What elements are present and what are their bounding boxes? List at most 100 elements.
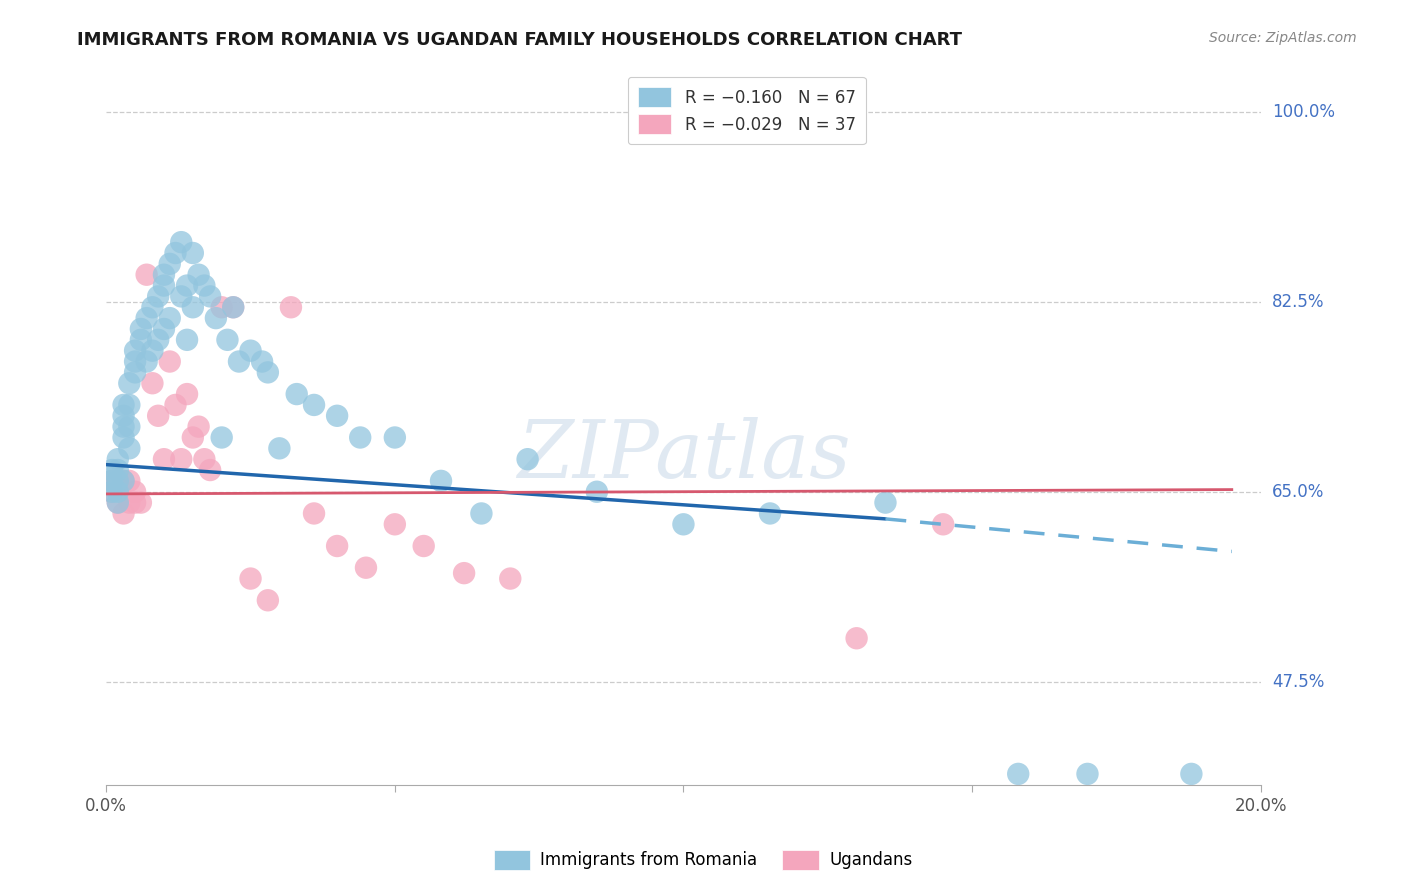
- Point: [470, 507, 492, 521]
- Point: [198, 289, 221, 303]
- Point: [148, 289, 170, 303]
- Point: [932, 517, 955, 532]
- Text: IMMIGRANTS FROM ROMANIA VS UGANDAN FAMILY HOUSEHOLDS CORRELATION CHART: IMMIGRANTS FROM ROMANIA VS UGANDAN FAMIL…: [77, 31, 962, 49]
- Point: [135, 354, 157, 368]
- Point: [118, 442, 141, 456]
- Point: [181, 300, 204, 314]
- Point: [170, 289, 193, 303]
- Point: [135, 311, 157, 326]
- Text: 65.0%: 65.0%: [1272, 483, 1324, 500]
- Point: [176, 333, 198, 347]
- Point: [124, 365, 146, 379]
- Point: [124, 343, 146, 358]
- Point: [148, 409, 170, 423]
- Point: [107, 495, 129, 509]
- Point: [112, 409, 135, 423]
- Point: [1076, 767, 1098, 781]
- Point: [124, 484, 146, 499]
- Point: [107, 474, 129, 488]
- Point: [430, 474, 453, 488]
- Point: [141, 343, 163, 358]
- Point: [280, 300, 302, 314]
- Point: [170, 235, 193, 249]
- Point: [176, 387, 198, 401]
- Text: 47.5%: 47.5%: [1272, 673, 1324, 690]
- Point: [845, 632, 868, 646]
- Point: [153, 278, 176, 293]
- Text: ZIPatlas: ZIPatlas: [516, 417, 851, 494]
- Point: [285, 387, 308, 401]
- Point: [135, 268, 157, 282]
- Point: [302, 398, 325, 412]
- Point: [112, 419, 135, 434]
- Point: [586, 484, 609, 499]
- Point: [384, 517, 406, 532]
- Point: [153, 452, 176, 467]
- Legend: Immigrants from Romania, Ugandans: Immigrants from Romania, Ugandans: [486, 843, 920, 877]
- Point: [193, 278, 215, 293]
- Point: [112, 398, 135, 412]
- Point: [112, 430, 135, 444]
- Point: [159, 311, 181, 326]
- Point: [326, 539, 349, 553]
- Point: [187, 268, 209, 282]
- Point: [112, 474, 135, 488]
- Point: [217, 333, 239, 347]
- Point: [118, 419, 141, 434]
- Point: [101, 484, 124, 499]
- Point: [112, 474, 135, 488]
- Legend: R = −0.160   N = 67, R = −0.029   N = 37: R = −0.160 N = 67, R = −0.029 N = 37: [628, 77, 866, 145]
- Point: [250, 354, 273, 368]
- Point: [176, 278, 198, 293]
- Point: [148, 333, 170, 347]
- Point: [181, 430, 204, 444]
- Point: [107, 463, 129, 477]
- Point: [1180, 767, 1202, 781]
- Point: [453, 566, 475, 581]
- Point: [354, 560, 377, 574]
- Point: [257, 365, 280, 379]
- Point: [198, 463, 221, 477]
- Point: [107, 495, 129, 509]
- Point: [141, 376, 163, 391]
- Point: [211, 430, 233, 444]
- Point: [129, 322, 152, 336]
- Point: [672, 517, 695, 532]
- Point: [349, 430, 371, 444]
- Point: [124, 354, 146, 368]
- Point: [118, 495, 141, 509]
- Point: [499, 572, 522, 586]
- Text: 100.0%: 100.0%: [1272, 103, 1334, 121]
- Point: [118, 474, 141, 488]
- Point: [129, 333, 152, 347]
- Point: [326, 409, 349, 423]
- Point: [141, 300, 163, 314]
- Point: [165, 246, 187, 260]
- Point: [101, 463, 124, 477]
- Point: [257, 593, 280, 607]
- Text: 82.5%: 82.5%: [1272, 293, 1324, 310]
- Point: [302, 507, 325, 521]
- Point: [101, 474, 124, 488]
- Point: [124, 495, 146, 509]
- Point: [101, 484, 124, 499]
- Point: [222, 300, 245, 314]
- Point: [412, 539, 434, 553]
- Point: [384, 430, 406, 444]
- Text: Source: ZipAtlas.com: Source: ZipAtlas.com: [1209, 31, 1357, 45]
- Point: [187, 419, 209, 434]
- Point: [211, 300, 233, 314]
- Point: [165, 398, 187, 412]
- Point: [107, 452, 129, 467]
- Point: [107, 474, 129, 488]
- Point: [516, 452, 538, 467]
- Point: [205, 311, 228, 326]
- Point: [228, 354, 250, 368]
- Point: [153, 322, 176, 336]
- Point: [107, 484, 129, 499]
- Point: [875, 495, 897, 509]
- Point: [1007, 767, 1029, 781]
- Point: [118, 398, 141, 412]
- Point: [129, 495, 152, 509]
- Point: [159, 257, 181, 271]
